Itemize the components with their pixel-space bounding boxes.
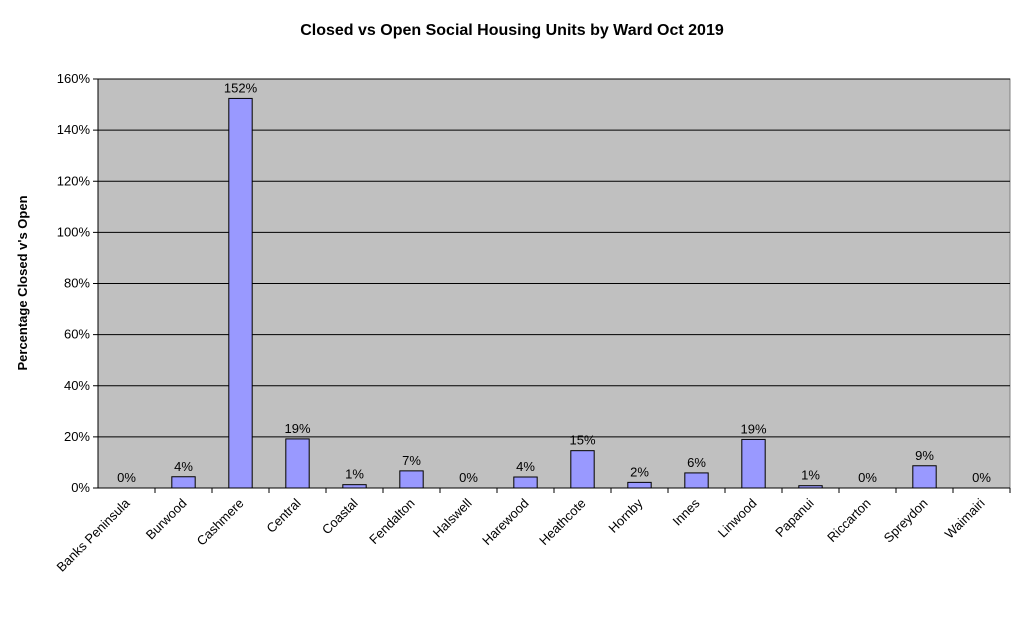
y-tick-label: 140% [57, 122, 91, 137]
data-label: 15% [569, 433, 595, 448]
data-label: 19% [284, 421, 310, 436]
x-tick-label: Harewood [479, 496, 532, 549]
bar [570, 450, 595, 489]
bar [741, 438, 766, 489]
bars [171, 97, 937, 489]
y-tick-label: 20% [64, 429, 90, 444]
bar [513, 476, 538, 489]
data-label: 1% [801, 468, 820, 483]
data-label: 1% [345, 467, 364, 482]
chart-title: Closed vs Open Social Housing Units by W… [300, 22, 724, 39]
x-tick-label: Central [263, 495, 303, 535]
data-label: 2% [630, 464, 649, 479]
data-label: 0% [972, 470, 991, 485]
bar [627, 481, 652, 489]
data-label: 4% [516, 459, 535, 474]
data-label: 0% [459, 470, 478, 485]
x-tick-label: Spreydon [881, 496, 931, 546]
data-label: 6% [687, 455, 706, 470]
y-tick-labels: 0% 20% 40% 60% 80% 100% 120% 140% 160% [57, 71, 91, 495]
y-tick-label: 60% [64, 327, 90, 342]
data-label: 7% [402, 453, 421, 468]
x-tick-label: Fendalton [366, 496, 417, 547]
y-axis-label: Percentage Closed v's Open [15, 195, 30, 370]
y-tick-label: 0% [71, 480, 90, 495]
x-tick-label: Heathcote [536, 496, 589, 549]
x-tick-label: Hornby [605, 495, 646, 536]
x-tick-label: Halswell [430, 495, 475, 540]
x-tick-labels: Banks Peninsula Burwood Cashmere Central Coa… [54, 495, 988, 575]
x-tick-label: Burwood [143, 496, 190, 543]
data-label: 9% [915, 448, 934, 463]
bar [285, 438, 310, 489]
x-tick-label: Waimairi [942, 495, 988, 541]
y-tick-label: 160% [57, 71, 91, 86]
x-tick-label: Banks Peninsula [54, 495, 134, 575]
bar [399, 470, 424, 489]
bar [228, 97, 253, 489]
x-tick-label: Cashmere [194, 496, 247, 549]
bar [171, 476, 196, 489]
y-tick-label: 100% [57, 224, 91, 239]
x-tick-label: Riccarton [824, 496, 873, 545]
data-label: 0% [117, 470, 136, 485]
y-tick-label: 40% [64, 378, 90, 393]
bar [684, 472, 709, 489]
x-tick-label: Papanui [772, 495, 816, 539]
x-tick-label: Coastal [319, 495, 361, 537]
x-tick-label: Innes [670, 495, 703, 528]
y-tick-label: 120% [57, 173, 91, 188]
data-label: 19% [740, 421, 766, 436]
x-tick-label: Linwood [715, 496, 760, 541]
data-label: 4% [174, 459, 193, 474]
bar [912, 465, 937, 489]
data-label: 152% [224, 80, 258, 95]
y-tick-label: 80% [64, 276, 90, 291]
data-labels: 0% 4% 152% 19% 1% 7% 0% 4% 15% 2% 6% 19% 1% 0% 9% 0% [117, 80, 991, 485]
data-label: 0% [858, 470, 877, 485]
axes [93, 78, 1011, 493]
